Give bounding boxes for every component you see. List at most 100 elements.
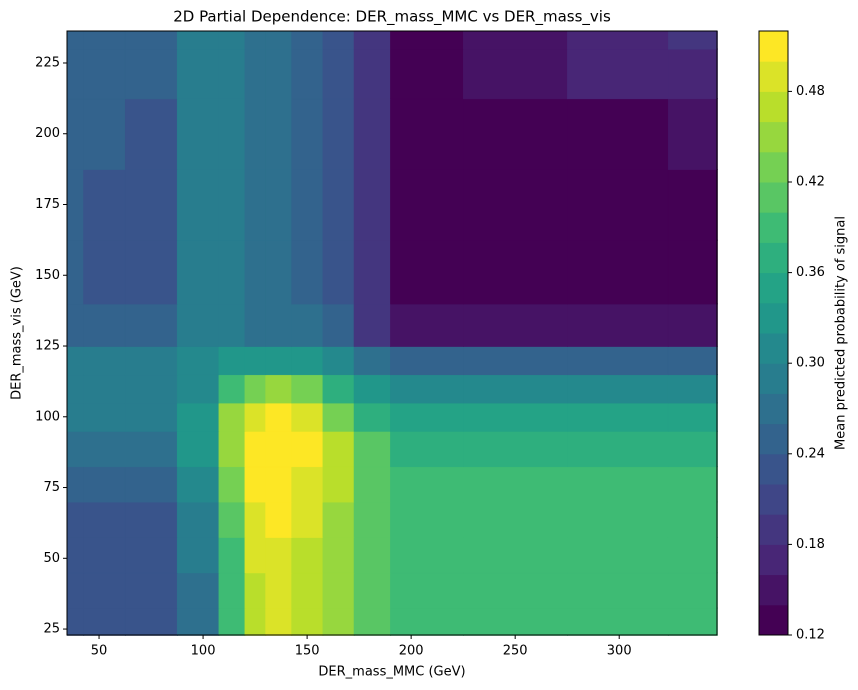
contour-cell [390,501,464,538]
contour-cell [291,48,324,100]
contour-cell [390,239,464,305]
contour-cell [390,98,464,170]
contour-cell [244,536,267,574]
colorbar-tick-label: 0.30 [796,356,825,371]
contour-cell [218,430,246,468]
contour-cell [218,466,246,503]
colorbar-band [759,61,788,92]
contour-cell [322,607,355,636]
contour-cell [667,572,718,609]
contour-cell [291,501,324,538]
contour-cell [66,374,85,404]
contour-cell [66,48,85,100]
contour-cell [265,345,293,376]
contour-cell [322,430,355,468]
chart-title: 2D Partial Dependence: DER_mass_MMC vs D… [173,8,611,27]
contour-cell [390,536,464,574]
x-axis-label: DER_mass_MMC (GeV) [318,665,465,680]
contour-cell [322,48,355,100]
x-tick-label: 250 [503,644,528,659]
contour-cell [124,345,178,376]
colorbar-band [759,484,788,515]
y-tick-label: 175 [35,197,60,212]
contour-cell [124,374,178,404]
contour-cell [567,98,669,170]
contour-cell [667,303,718,347]
contour-cell [83,430,126,468]
contour-cell [291,536,324,574]
contour-cell [463,98,568,170]
contour-cell [265,501,293,538]
colorbar-tick-label: 0.42 [796,175,825,190]
contour-cell [291,303,324,347]
contour-cell [218,345,246,376]
colorbar-band [759,31,788,62]
contour-cell [463,374,568,404]
contour-cell [567,374,669,404]
contour-cell [218,98,246,170]
contour-cell [390,607,464,636]
contour-cell [567,30,669,50]
contour-cell [322,501,355,538]
contour-cell [463,345,568,376]
contour-cell [463,430,568,468]
colorbar-label: Mean predicted probability of signal [834,216,849,450]
contour-cell [463,466,568,503]
contour-cell [83,536,126,574]
y-tick-label: 150 [35,268,60,283]
contour-cell [353,48,392,100]
contour-cell [218,501,246,538]
contour-cell [265,402,293,432]
contour-cell [567,168,669,241]
contour-cell [353,402,392,432]
contour-cell [244,466,267,503]
contour-cell [463,572,568,609]
colorbar-tick-label: 0.36 [796,265,825,280]
contour-cell [124,536,178,574]
contour-cell [463,536,568,574]
contour-cell [265,430,293,468]
contour-cell [322,303,355,347]
contour-cell [322,30,355,50]
contour-cell [176,536,220,574]
contour-cell [353,374,392,404]
colorbar-band [759,242,788,274]
contour-cell [291,30,324,50]
contour-cell [567,572,669,609]
contour-cell [83,466,126,503]
x-tick-label: 50 [91,644,108,659]
contour-cell [667,430,718,468]
contour-cell [83,239,126,305]
colorbar-band [759,604,788,636]
contour-cell [322,402,355,432]
contour-cell [176,607,220,636]
colorbar-band [759,91,788,123]
contour-cell [218,536,246,574]
contour-cell [218,239,246,305]
contour-cell [463,607,568,636]
contour-field [66,30,718,636]
colorbar-band [759,272,788,304]
contour-cell [353,345,392,376]
contour-cell [83,374,126,404]
colorbar-band [759,302,788,334]
colorbar-band [759,393,788,425]
contour-cell [322,239,355,305]
contour-cell [390,430,464,468]
contour-cell [124,48,178,100]
contour-cell [353,572,392,609]
contour-cell [265,607,293,636]
colorbar-band [759,514,788,545]
contour-cell [66,536,85,574]
contour-cell [463,501,568,538]
y-tick-label: 200 [35,126,60,141]
contour-cell [353,303,392,347]
contour-cell [124,402,178,432]
contour-cell [265,239,293,305]
contour-cell [265,374,293,404]
y-tick-label: 100 [35,409,60,424]
colorbar-band [759,423,788,455]
colorbar-band [759,121,788,153]
contour-cell [124,30,178,50]
contour-cell [176,430,220,468]
